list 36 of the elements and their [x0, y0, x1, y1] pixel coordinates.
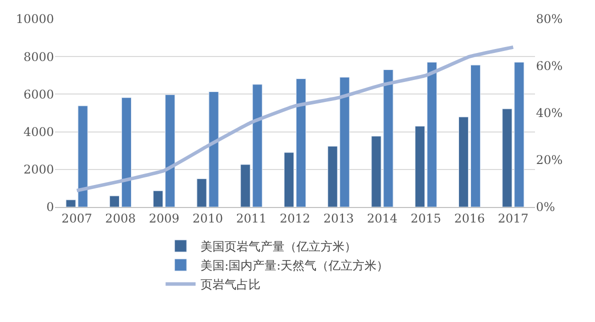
bar	[153, 190, 164, 207]
x-tick-label: 2008	[105, 211, 136, 226]
y2-tick-label: 80%	[536, 12, 563, 26]
bar	[414, 126, 425, 207]
x-tick-label: 2015	[410, 211, 442, 226]
legend-label: 美国页岩气产量（亿立方米）	[200, 240, 357, 254]
y-tick-label: 8000	[23, 50, 54, 64]
y-tick-label: 0	[46, 200, 54, 214]
y2-tick-label: 20%	[536, 153, 563, 168]
line-series	[75, 45, 515, 192]
legend-label: 页岩气占比	[200, 278, 261, 292]
x-tick-label: 2016	[454, 211, 485, 226]
x-tick-label: 2011	[236, 211, 267, 226]
x-tick-label: 2012	[280, 211, 310, 226]
bar	[284, 152, 294, 207]
x-tick-label: 2007	[62, 211, 92, 226]
x-tick-label: 2017	[498, 211, 528, 226]
y-tick-label: 4000	[23, 125, 54, 139]
bar	[296, 78, 306, 207]
bar	[165, 94, 176, 207]
legend-label: 美国:国内产量:天然气（亿立方米）	[200, 258, 389, 273]
y-tick-label: 10000	[16, 12, 54, 26]
y2-tick-label: 0%	[536, 200, 556, 214]
x-tick-label: 2010	[192, 211, 224, 226]
x-tick-label: 2009	[148, 211, 180, 226]
y2-tick-label: 60%	[536, 59, 563, 74]
bar	[109, 196, 120, 207]
y-tick-label: 2000	[23, 162, 54, 177]
x-tick-label: 2014	[366, 211, 398, 226]
y2-tick-label: 40%	[536, 106, 563, 120]
bar	[470, 64, 481, 207]
bar	[426, 62, 437, 207]
bar	[121, 97, 132, 207]
bar	[458, 116, 469, 207]
x-tick-label: 2013	[323, 211, 354, 226]
y-tick-label: 6000	[23, 87, 54, 102]
